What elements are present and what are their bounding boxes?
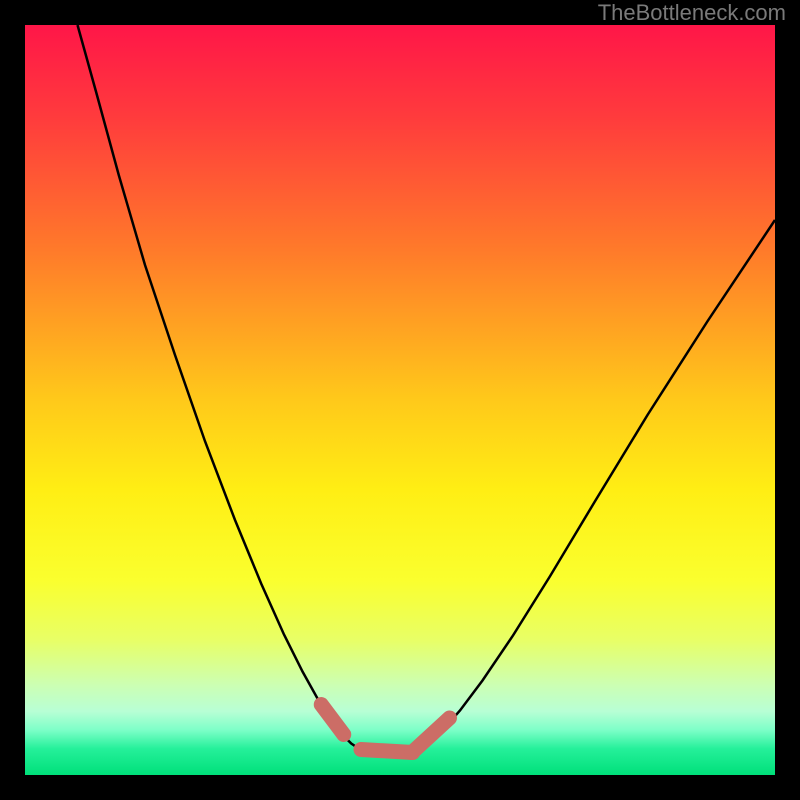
plot-area <box>25 25 775 775</box>
gradient-background <box>25 25 775 775</box>
watermark-text: TheBottleneck.com <box>598 0 786 26</box>
plot-svg <box>25 25 775 775</box>
